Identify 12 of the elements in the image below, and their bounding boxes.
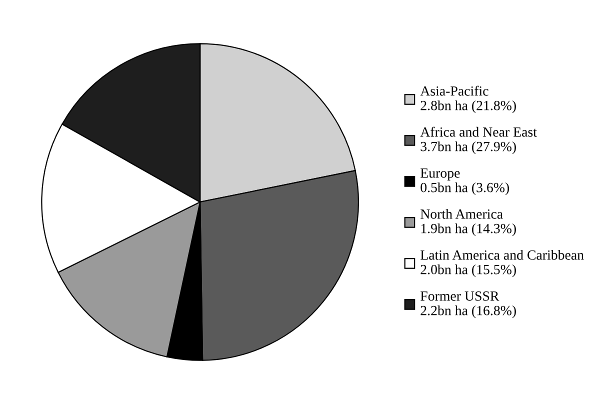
legend-label: North America bbox=[420, 208, 503, 219]
legend-label: Latin America and Caribbean bbox=[420, 250, 584, 260]
legend-label: Asia-Pacific bbox=[420, 86, 488, 96]
data-label: 0.5bn ha (3.6%) bbox=[420, 182, 509, 196]
legend-label: Europe bbox=[420, 168, 460, 181]
data-label: 2.0bn ha (15.5%) bbox=[420, 264, 516, 278]
legend-label: Former USSR bbox=[420, 291, 500, 301]
data-label: 1.9bn ha (14.3%) bbox=[421, 223, 516, 236]
data-label: 2.8bn ha (21.8%) bbox=[420, 100, 516, 114]
data-label: 2.2bn ha (16.8%) bbox=[420, 305, 516, 318]
data-label: 3.7bn ha (27.9%) bbox=[420, 141, 516, 154]
legend-label: Africa and Near East bbox=[420, 126, 537, 137]
